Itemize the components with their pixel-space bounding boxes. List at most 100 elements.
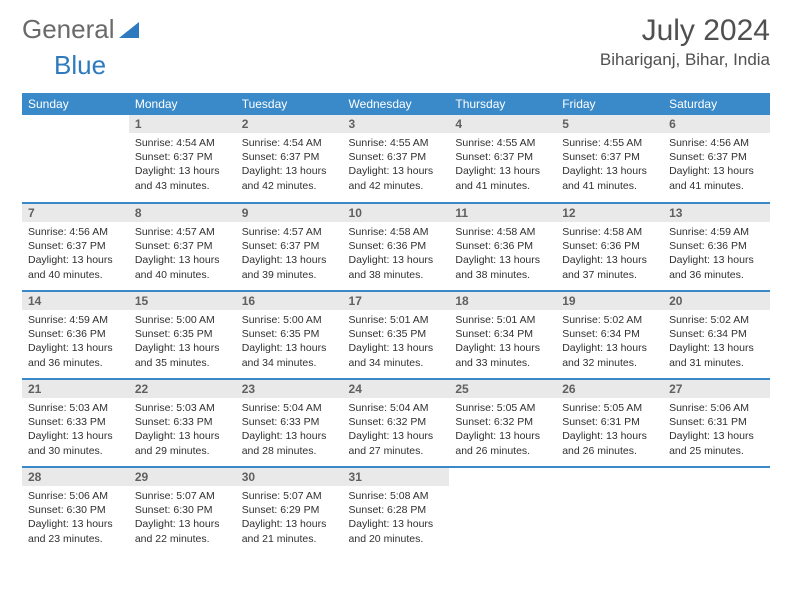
day-line-ss: Sunset: 6:33 PM xyxy=(28,415,123,429)
day-line-dl1: Daylight: 13 hours xyxy=(28,253,123,267)
day-line-ss: Sunset: 6:37 PM xyxy=(242,239,337,253)
day-line-dl2: and 31 minutes. xyxy=(669,356,764,370)
day-number: 31 xyxy=(343,468,450,486)
day-line-dl2: and 41 minutes. xyxy=(562,179,657,193)
day-line-dl2: and 36 minutes. xyxy=(28,356,123,370)
day-line-dl1: Daylight: 13 hours xyxy=(562,341,657,355)
day-line-dl1: Daylight: 13 hours xyxy=(562,164,657,178)
day-number: 11 xyxy=(449,204,556,222)
calendar-day-cell: 24Sunrise: 5:04 AMSunset: 6:32 PMDayligh… xyxy=(343,379,450,467)
day-line-dl2: and 29 minutes. xyxy=(135,444,230,458)
day-body: Sunrise: 5:03 AMSunset: 6:33 PMDaylight:… xyxy=(22,398,129,462)
day-body: Sunrise: 4:56 AMSunset: 6:37 PMDaylight:… xyxy=(663,133,770,197)
calendar-week-row: 7Sunrise: 4:56 AMSunset: 6:37 PMDaylight… xyxy=(22,203,770,291)
day-line-sr: Sunrise: 4:56 AM xyxy=(28,225,123,239)
day-line-ss: Sunset: 6:30 PM xyxy=(28,503,123,517)
day-line-dl2: and 35 minutes. xyxy=(135,356,230,370)
day-line-dl1: Daylight: 13 hours xyxy=(455,429,550,443)
day-body: Sunrise: 4:55 AMSunset: 6:37 PMDaylight:… xyxy=(556,133,663,197)
calendar-week-row: 1Sunrise: 4:54 AMSunset: 6:37 PMDaylight… xyxy=(22,115,770,203)
day-line-sr: Sunrise: 4:55 AM xyxy=(455,136,550,150)
day-number: 4 xyxy=(449,115,556,133)
calendar-day-cell: 2Sunrise: 4:54 AMSunset: 6:37 PMDaylight… xyxy=(236,115,343,203)
day-body: Sunrise: 5:01 AMSunset: 6:35 PMDaylight:… xyxy=(343,310,450,374)
month-year: July 2024 xyxy=(600,14,770,48)
day-number: 21 xyxy=(22,380,129,398)
day-line-ss: Sunset: 6:31 PM xyxy=(562,415,657,429)
day-number: 12 xyxy=(556,204,663,222)
calendar-day-cell: 1Sunrise: 4:54 AMSunset: 6:37 PMDaylight… xyxy=(129,115,236,203)
calendar-day-cell: 10Sunrise: 4:58 AMSunset: 6:36 PMDayligh… xyxy=(343,203,450,291)
calendar-day-cell: 19Sunrise: 5:02 AMSunset: 6:34 PMDayligh… xyxy=(556,291,663,379)
day-line-ss: Sunset: 6:34 PM xyxy=(562,327,657,341)
day-line-dl1: Daylight: 13 hours xyxy=(242,253,337,267)
day-line-ss: Sunset: 6:36 PM xyxy=(669,239,764,253)
day-line-ss: Sunset: 6:31 PM xyxy=(669,415,764,429)
day-line-sr: Sunrise: 4:58 AM xyxy=(562,225,657,239)
day-line-ss: Sunset: 6:36 PM xyxy=(562,239,657,253)
day-body: Sunrise: 5:01 AMSunset: 6:34 PMDaylight:… xyxy=(449,310,556,374)
day-line-dl2: and 21 minutes. xyxy=(242,532,337,546)
day-body: Sunrise: 4:54 AMSunset: 6:37 PMDaylight:… xyxy=(236,133,343,197)
brand-logo: General xyxy=(22,14,141,45)
day-line-ss: Sunset: 6:35 PM xyxy=(349,327,444,341)
day-number: 13 xyxy=(663,204,770,222)
day-line-dl2: and 36 minutes. xyxy=(669,268,764,282)
day-body: Sunrise: 4:57 AMSunset: 6:37 PMDaylight:… xyxy=(129,222,236,286)
calendar-day-cell: 9Sunrise: 4:57 AMSunset: 6:37 PMDaylight… xyxy=(236,203,343,291)
day-line-dl2: and 26 minutes. xyxy=(562,444,657,458)
day-number: 24 xyxy=(343,380,450,398)
day-line-dl2: and 26 minutes. xyxy=(455,444,550,458)
calendar-day-cell: 12Sunrise: 4:58 AMSunset: 6:36 PMDayligh… xyxy=(556,203,663,291)
day-line-dl2: and 42 minutes. xyxy=(242,179,337,193)
title-block: July 2024 Bihariganj, Bihar, India xyxy=(600,14,770,70)
day-line-dl2: and 20 minutes. xyxy=(349,532,444,546)
day-number: 8 xyxy=(129,204,236,222)
day-line-sr: Sunrise: 4:59 AM xyxy=(28,313,123,327)
calendar-day-cell: 4Sunrise: 4:55 AMSunset: 6:37 PMDaylight… xyxy=(449,115,556,203)
day-line-ss: Sunset: 6:37 PM xyxy=(562,150,657,164)
calendar-day-cell: 14Sunrise: 4:59 AMSunset: 6:36 PMDayligh… xyxy=(22,291,129,379)
day-line-ss: Sunset: 6:29 PM xyxy=(242,503,337,517)
day-line-ss: Sunset: 6:37 PM xyxy=(28,239,123,253)
day-line-sr: Sunrise: 4:59 AM xyxy=(669,225,764,239)
day-line-ss: Sunset: 6:33 PM xyxy=(242,415,337,429)
day-line-ss: Sunset: 6:32 PM xyxy=(455,415,550,429)
brand-blue: Blue xyxy=(54,50,106,80)
day-line-ss: Sunset: 6:34 PM xyxy=(455,327,550,341)
day-line-dl1: Daylight: 13 hours xyxy=(669,429,764,443)
weekday-header: Friday xyxy=(556,93,663,115)
calendar-day-cell xyxy=(22,115,129,203)
day-number: 28 xyxy=(22,468,129,486)
day-body: Sunrise: 5:05 AMSunset: 6:32 PMDaylight:… xyxy=(449,398,556,462)
calendar-day-cell: 23Sunrise: 5:04 AMSunset: 6:33 PMDayligh… xyxy=(236,379,343,467)
day-line-dl1: Daylight: 13 hours xyxy=(135,253,230,267)
day-number: 5 xyxy=(556,115,663,133)
day-body: Sunrise: 5:05 AMSunset: 6:31 PMDaylight:… xyxy=(556,398,663,462)
day-line-dl2: and 28 minutes. xyxy=(242,444,337,458)
day-line-ss: Sunset: 6:30 PM xyxy=(135,503,230,517)
weekday-header: Wednesday xyxy=(343,93,450,115)
day-number: 15 xyxy=(129,292,236,310)
day-number: 27 xyxy=(663,380,770,398)
calendar-day-cell: 30Sunrise: 5:07 AMSunset: 6:29 PMDayligh… xyxy=(236,467,343,555)
day-line-dl1: Daylight: 13 hours xyxy=(455,253,550,267)
day-number: 6 xyxy=(663,115,770,133)
weekday-header: Saturday xyxy=(663,93,770,115)
day-body: Sunrise: 5:06 AMSunset: 6:31 PMDaylight:… xyxy=(663,398,770,462)
day-line-dl1: Daylight: 13 hours xyxy=(28,517,123,531)
day-line-sr: Sunrise: 5:02 AM xyxy=(562,313,657,327)
calendar-day-cell: 21Sunrise: 5:03 AMSunset: 6:33 PMDayligh… xyxy=(22,379,129,467)
brand-general: General xyxy=(22,14,115,45)
calendar-day-cell: 27Sunrise: 5:06 AMSunset: 6:31 PMDayligh… xyxy=(663,379,770,467)
day-line-dl2: and 27 minutes. xyxy=(349,444,444,458)
day-line-dl1: Daylight: 13 hours xyxy=(28,429,123,443)
calendar-day-cell: 18Sunrise: 5:01 AMSunset: 6:34 PMDayligh… xyxy=(449,291,556,379)
day-line-dl1: Daylight: 13 hours xyxy=(455,164,550,178)
day-body: Sunrise: 4:57 AMSunset: 6:37 PMDaylight:… xyxy=(236,222,343,286)
location: Bihariganj, Bihar, India xyxy=(600,50,770,70)
day-body: Sunrise: 4:58 AMSunset: 6:36 PMDaylight:… xyxy=(343,222,450,286)
day-line-sr: Sunrise: 5:03 AM xyxy=(28,401,123,415)
day-line-sr: Sunrise: 5:08 AM xyxy=(349,489,444,503)
day-line-dl1: Daylight: 13 hours xyxy=(349,517,444,531)
